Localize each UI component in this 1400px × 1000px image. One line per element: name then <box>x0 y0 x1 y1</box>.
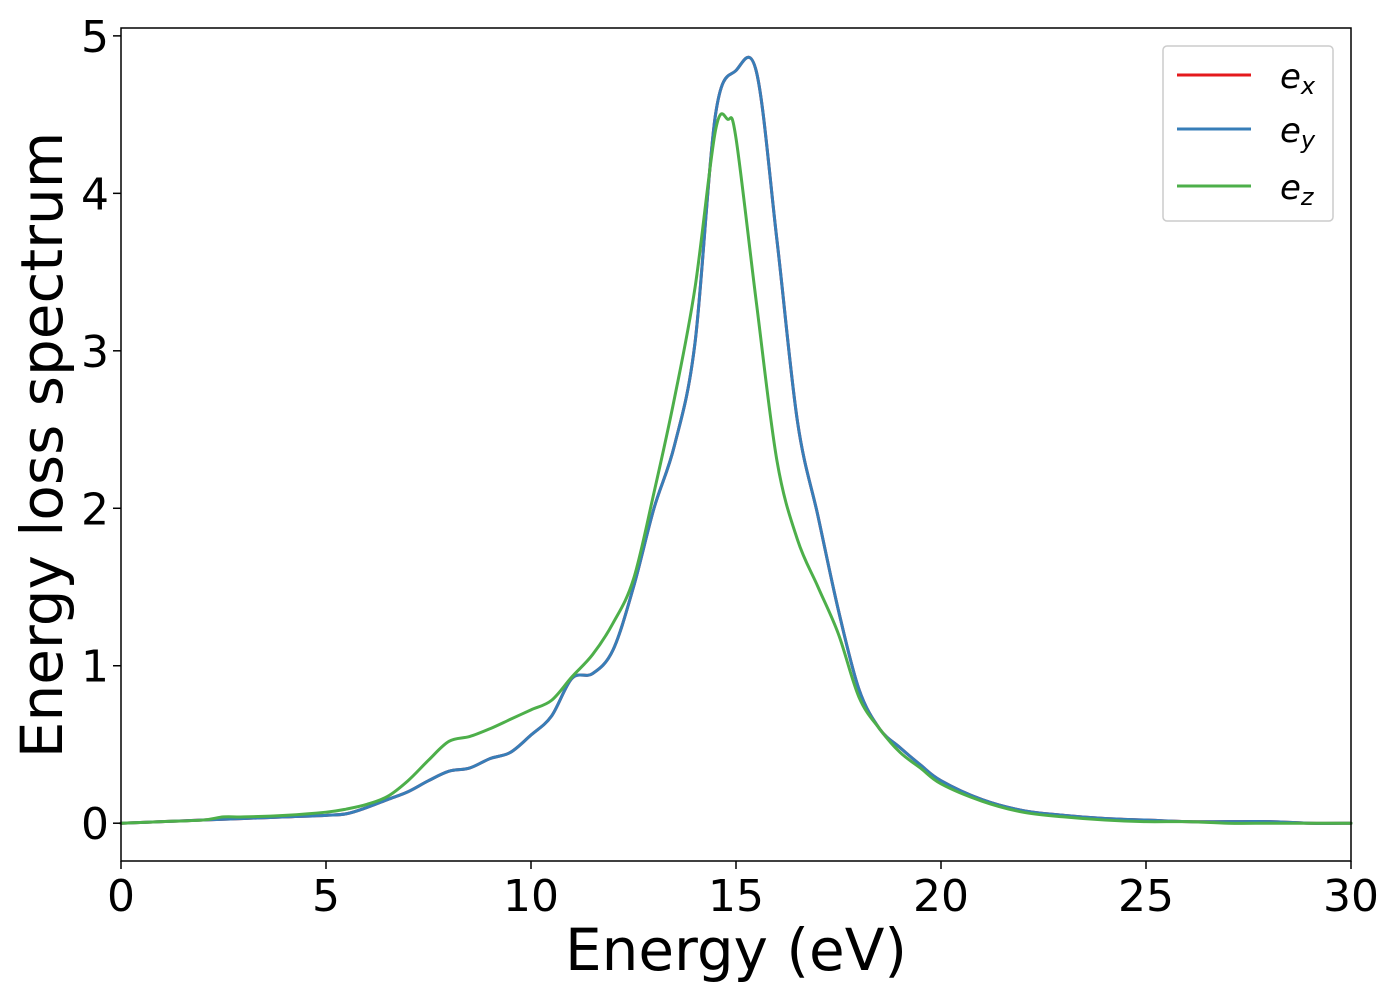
legend-label-ex-sub: x <box>1300 72 1316 100</box>
x-axis-title: Energy (eV) <box>565 916 907 984</box>
legend-label-ez: ez <box>1280 168 1315 211</box>
y-axis-title: Energy loss spectrum <box>8 132 76 758</box>
legend-entry-ex: ex <box>1177 57 1316 100</box>
x-tick-label-2: 10 <box>503 871 559 922</box>
x-tick-label-4: 20 <box>913 871 969 922</box>
legend-label-ey-main: e <box>1280 111 1301 151</box>
y-tick-label-1: 1 <box>81 642 109 693</box>
x-tick-label-6: 30 <box>1323 871 1379 922</box>
legend-label-ey: ey <box>1280 111 1316 154</box>
legend-entry-ey: ey <box>1177 111 1316 154</box>
legend-label-ez-sub: z <box>1300 183 1315 211</box>
legend-frame <box>1162 45 1334 222</box>
series-lines <box>119 55 1353 825</box>
legend: ex ey ez <box>1162 45 1334 222</box>
x-tick-label-5: 25 <box>1118 871 1174 922</box>
y-tick-label-2: 2 <box>81 484 109 535</box>
y-tick-label-3: 3 <box>81 327 109 378</box>
legend-label-ey-sub: y <box>1300 126 1316 154</box>
series-line-ey <box>119 55 1353 825</box>
series-line-ez <box>119 112 1353 825</box>
legend-label-ex: ex <box>1280 57 1316 100</box>
x-tick-label-0: 0 <box>107 871 135 922</box>
x-tick-label-1: 5 <box>312 871 340 922</box>
x-axis: 0 5 10 15 20 25 30 <box>107 861 1379 922</box>
legend-entry-ez: ez <box>1177 168 1315 211</box>
y-tick-label-5: 5 <box>81 12 109 63</box>
y-tick-label-0: 0 <box>81 799 109 850</box>
legend-label-ex-main: e <box>1280 57 1301 97</box>
y-tick-label-4: 4 <box>81 169 109 220</box>
y-axis: 0 1 2 3 4 5 <box>81 12 121 850</box>
x-tick-label-3: 15 <box>708 871 764 922</box>
legend-label-ez-main: e <box>1280 168 1301 208</box>
